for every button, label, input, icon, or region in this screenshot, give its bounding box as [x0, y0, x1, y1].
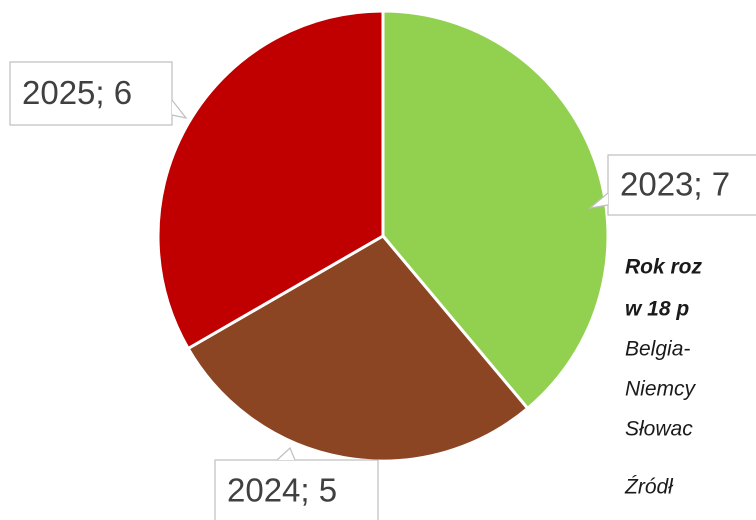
label-box	[9, 61, 173, 126]
note-text: Źródł	[624, 476, 674, 499]
label-box	[607, 154, 756, 216]
pie-slice	[381, 9, 610, 411]
data-label: 2023; 7	[620, 166, 730, 203]
note-text: Rok roz	[625, 256, 703, 279]
label-box	[214, 459, 379, 520]
data-label: 2025; 6	[22, 74, 132, 111]
label-pointer	[171, 99, 188, 119]
label-pointer	[276, 446, 296, 461]
pie-slice	[156, 9, 385, 351]
pie-slice	[186, 234, 530, 463]
label-pointer	[587, 192, 609, 209]
note-text: Belgia-	[625, 338, 690, 361]
data-label: 2024; 5	[227, 472, 337, 509]
note-text: w 18 p	[625, 298, 689, 321]
note-text: Niemcy	[625, 378, 697, 401]
note-text: Słowac	[625, 418, 693, 441]
